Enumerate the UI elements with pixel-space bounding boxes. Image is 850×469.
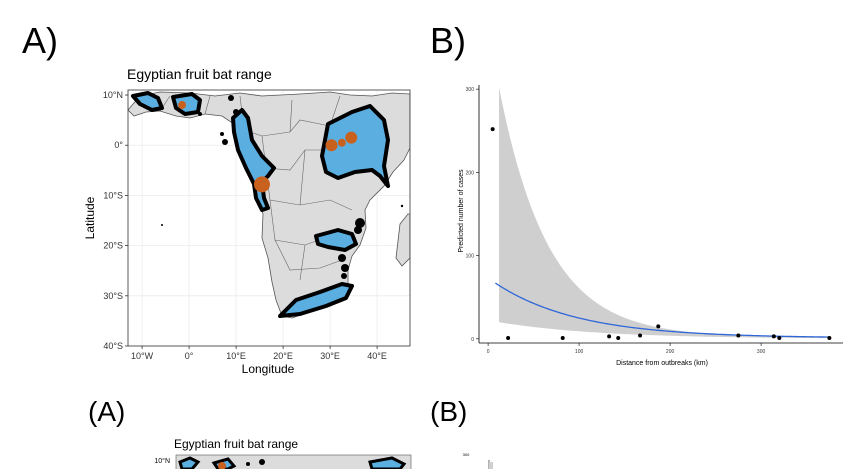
- bat-range-polygons: [131, 91, 390, 318]
- map-y-tick-label: 20°S: [103, 241, 123, 251]
- map-x-tick-label: 30°E: [320, 351, 340, 361]
- map-x-tick-label: 20°E: [273, 351, 293, 361]
- map-y-ticks: 10°N 0° 10°S 20°S 30°S 40°S: [103, 90, 128, 351]
- map-y-tick-label: 0°: [114, 140, 123, 150]
- panel-label-b: B): [430, 20, 466, 61]
- map-frame: [127, 89, 411, 347]
- map-x-axis-label: Longitude: [242, 362, 295, 376]
- outbreak-point: [325, 139, 338, 152]
- range-east: [320, 104, 390, 188]
- outbreak-point: [253, 176, 270, 193]
- range-southeast: [314, 228, 358, 252]
- preview-outbreak: [218, 462, 226, 469]
- map-y-axis-label: Latitude: [83, 196, 97, 239]
- panel-label-a: A): [22, 20, 58, 61]
- map-x-tick-label: 0°: [185, 351, 194, 361]
- madagascar: [395, 213, 410, 267]
- preview-right-tick: 300: [463, 452, 470, 457]
- panel-label-b-bottom: (B): [430, 396, 468, 427]
- range-central-west: [231, 108, 276, 212]
- map-y-tick-label: 30°S: [103, 291, 123, 301]
- range-west-2: [171, 92, 202, 116]
- map-x-tick-label: 10°W: [131, 351, 154, 361]
- map-x-tick-label: 40°E: [367, 351, 387, 361]
- preview-map-title: Egyptian fruit bat range: [174, 437, 299, 451]
- map-y-tick-label: 40°S: [103, 341, 123, 351]
- preview-y-tick: 10°N: [154, 457, 170, 465]
- map-y-tick-label: 10°S: [103, 190, 123, 200]
- range-west-1: [131, 91, 164, 112]
- outbreak-point: [178, 101, 187, 110]
- map-x-ticks: 10°W 0° 10°E 20°E 30°E 40°E: [131, 346, 387, 361]
- outbreak-point: [345, 131, 358, 144]
- map-x-tick-label: 10°E: [226, 351, 246, 361]
- panel-label-a-bottom: (A): [88, 396, 126, 427]
- outbreak-point: [337, 138, 346, 147]
- outbreak-markers: [178, 101, 358, 193]
- range-fragments: [161, 95, 404, 279]
- map-y-tick-label: 10°N: [103, 90, 123, 100]
- map-title: Egyptian fruit bat range: [127, 66, 272, 82]
- range-south: [278, 282, 354, 318]
